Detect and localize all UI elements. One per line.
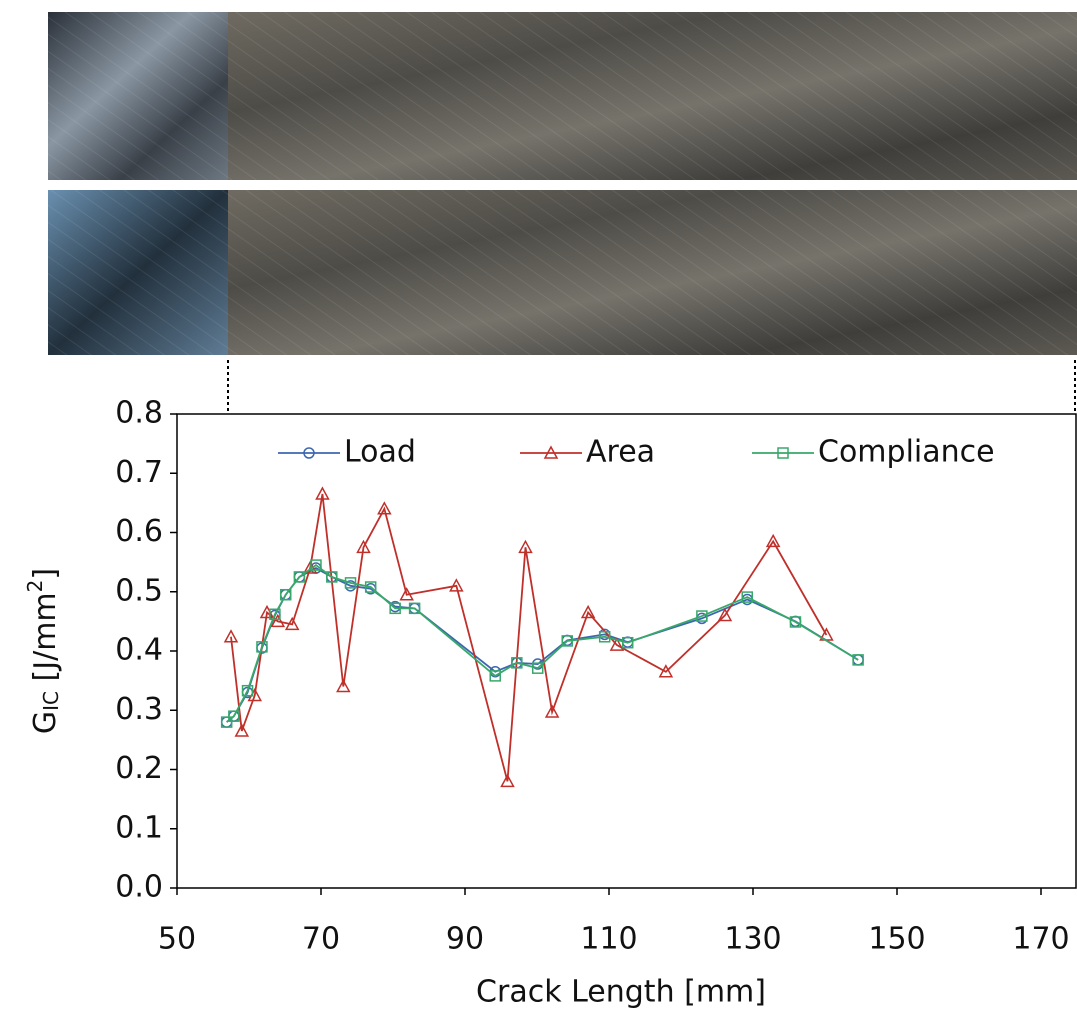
marker bbox=[500, 773, 515, 788]
marker bbox=[658, 664, 674, 678]
marker bbox=[765, 533, 781, 548]
marker bbox=[561, 635, 573, 647]
legend-marker bbox=[303, 447, 315, 459]
marker bbox=[598, 631, 611, 643]
marker bbox=[310, 559, 322, 571]
marker bbox=[511, 657, 523, 669]
marker bbox=[449, 578, 464, 592]
marker bbox=[544, 704, 560, 718]
marker bbox=[364, 581, 377, 593]
marker bbox=[220, 716, 233, 728]
marker bbox=[269, 608, 281, 621]
x-tick-label: 50 bbox=[158, 922, 196, 957]
y-tick-label: 0.3 bbox=[115, 692, 163, 727]
marker bbox=[270, 613, 286, 628]
legend-label: Load bbox=[344, 435, 416, 470]
x-tick-label: 130 bbox=[724, 922, 781, 957]
marker bbox=[293, 571, 306, 583]
marker bbox=[609, 637, 625, 651]
marker bbox=[852, 654, 864, 666]
marker bbox=[256, 641, 268, 653]
marker bbox=[315, 486, 330, 500]
x-tick-label: 170 bbox=[1012, 922, 1069, 957]
marker bbox=[717, 607, 733, 622]
legend-label: Area bbox=[586, 435, 655, 470]
y-tick-label: 0.1 bbox=[115, 810, 163, 845]
y-tick-label: 0.2 bbox=[115, 751, 163, 786]
y-tick-label: 0.4 bbox=[115, 633, 163, 668]
y-tick-label: 0.0 bbox=[115, 870, 163, 905]
marker bbox=[518, 539, 533, 554]
marker bbox=[223, 629, 239, 643]
marker bbox=[741, 591, 753, 603]
x-tick-label: 90 bbox=[446, 922, 484, 957]
marker bbox=[234, 723, 250, 737]
series-line bbox=[226, 567, 859, 723]
y-label-sup: 2 bbox=[23, 580, 47, 593]
y-label-main: G bbox=[28, 711, 63, 734]
marker bbox=[789, 616, 802, 628]
y-tick-label: 0.5 bbox=[115, 573, 163, 608]
marker bbox=[279, 588, 292, 601]
marker bbox=[326, 571, 338, 583]
marker bbox=[247, 687, 263, 702]
x-tick-label: 110 bbox=[580, 922, 637, 957]
marker bbox=[531, 662, 544, 674]
y-axis-label: GIC [J/mm2] bbox=[23, 568, 63, 734]
marker bbox=[228, 710, 240, 722]
marker bbox=[621, 636, 634, 649]
marker bbox=[344, 577, 357, 589]
y-label-unit: [J/mm bbox=[28, 592, 63, 691]
marker bbox=[336, 678, 351, 693]
marker bbox=[399, 587, 414, 601]
legend-label: Compliance bbox=[818, 435, 995, 470]
marker bbox=[284, 616, 300, 631]
marker bbox=[696, 610, 708, 622]
specimen-photo bbox=[48, 12, 1077, 355]
legend-marker bbox=[543, 445, 559, 459]
marker bbox=[408, 602, 421, 615]
y-tick-label: 0.8 bbox=[115, 396, 163, 431]
y-tick-label: 0.7 bbox=[115, 455, 163, 490]
y-label-close: ] bbox=[28, 568, 63, 580]
y-label-sub: IC bbox=[39, 691, 63, 711]
marker bbox=[489, 670, 501, 682]
y-tick-label: 0.6 bbox=[115, 514, 163, 549]
x-tick-label: 150 bbox=[868, 922, 925, 957]
marker bbox=[377, 501, 392, 515]
marker bbox=[356, 539, 371, 554]
x-axis-label: Crack Length [mm] bbox=[476, 975, 766, 1010]
legend-marker bbox=[777, 447, 789, 459]
marker bbox=[580, 604, 596, 619]
marker bbox=[241, 684, 254, 697]
marker bbox=[389, 602, 401, 615]
series-line bbox=[230, 493, 828, 782]
series-line bbox=[226, 563, 859, 723]
x-tick-label: 70 bbox=[302, 922, 340, 957]
